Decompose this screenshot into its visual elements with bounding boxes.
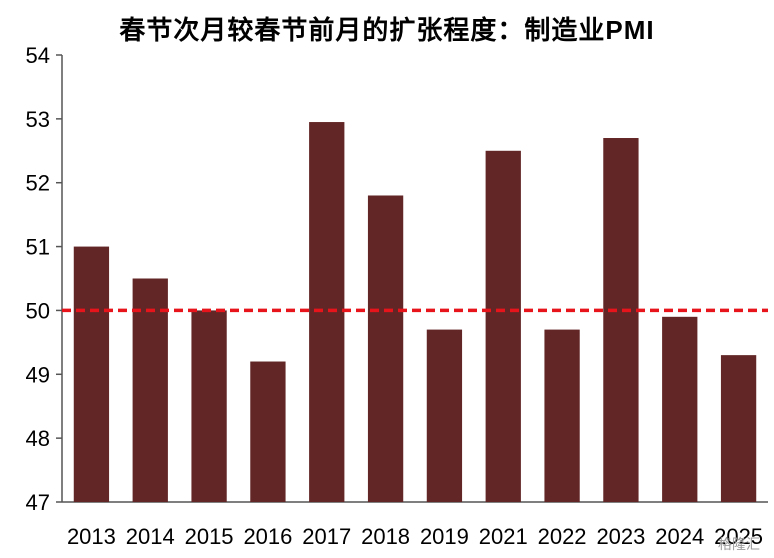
x-tick-label: 2022	[538, 524, 587, 549]
y-tick-label: 51	[26, 235, 50, 260]
x-tick-label: 2023	[596, 524, 645, 549]
y-tick-label: 47	[26, 490, 50, 515]
bar-2015	[191, 310, 227, 502]
x-tick-label: 2025	[714, 524, 763, 549]
y-tick-label: 48	[26, 426, 50, 451]
bar-2014	[132, 278, 168, 502]
y-tick-label: 49	[26, 362, 50, 387]
bar-2023	[603, 138, 639, 502]
bar-2019	[426, 329, 463, 502]
x-tick-label: 2021	[479, 524, 528, 549]
bar-2018	[367, 195, 404, 502]
y-tick-label: 52	[26, 171, 50, 196]
x-tick-label: 2019	[420, 524, 469, 549]
chart-title: 春节次月较春节前月的扩张程度：制造业PMI	[119, 15, 655, 45]
y-tick-label: 53	[26, 107, 50, 132]
x-tick-label: 2017	[302, 524, 351, 549]
y-tick-label: 50	[26, 298, 50, 323]
x-tick-label: 2014	[126, 524, 175, 549]
bar-2016	[250, 361, 286, 502]
bar-2025	[720, 355, 757, 502]
bar-2021	[485, 150, 521, 503]
x-tick-label: 2024	[655, 524, 704, 549]
x-tick-label: 2018	[361, 524, 410, 549]
bar-2013	[73, 246, 110, 502]
watermark: 格隆汇	[718, 536, 760, 552]
bar-2022	[544, 329, 580, 502]
x-tick-label: 2015	[185, 524, 234, 549]
x-tick-label: 2013	[67, 524, 116, 549]
y-tick-label: 54	[26, 43, 50, 68]
x-tick-label: 2016	[243, 524, 292, 549]
bar-2024	[662, 316, 698, 502]
